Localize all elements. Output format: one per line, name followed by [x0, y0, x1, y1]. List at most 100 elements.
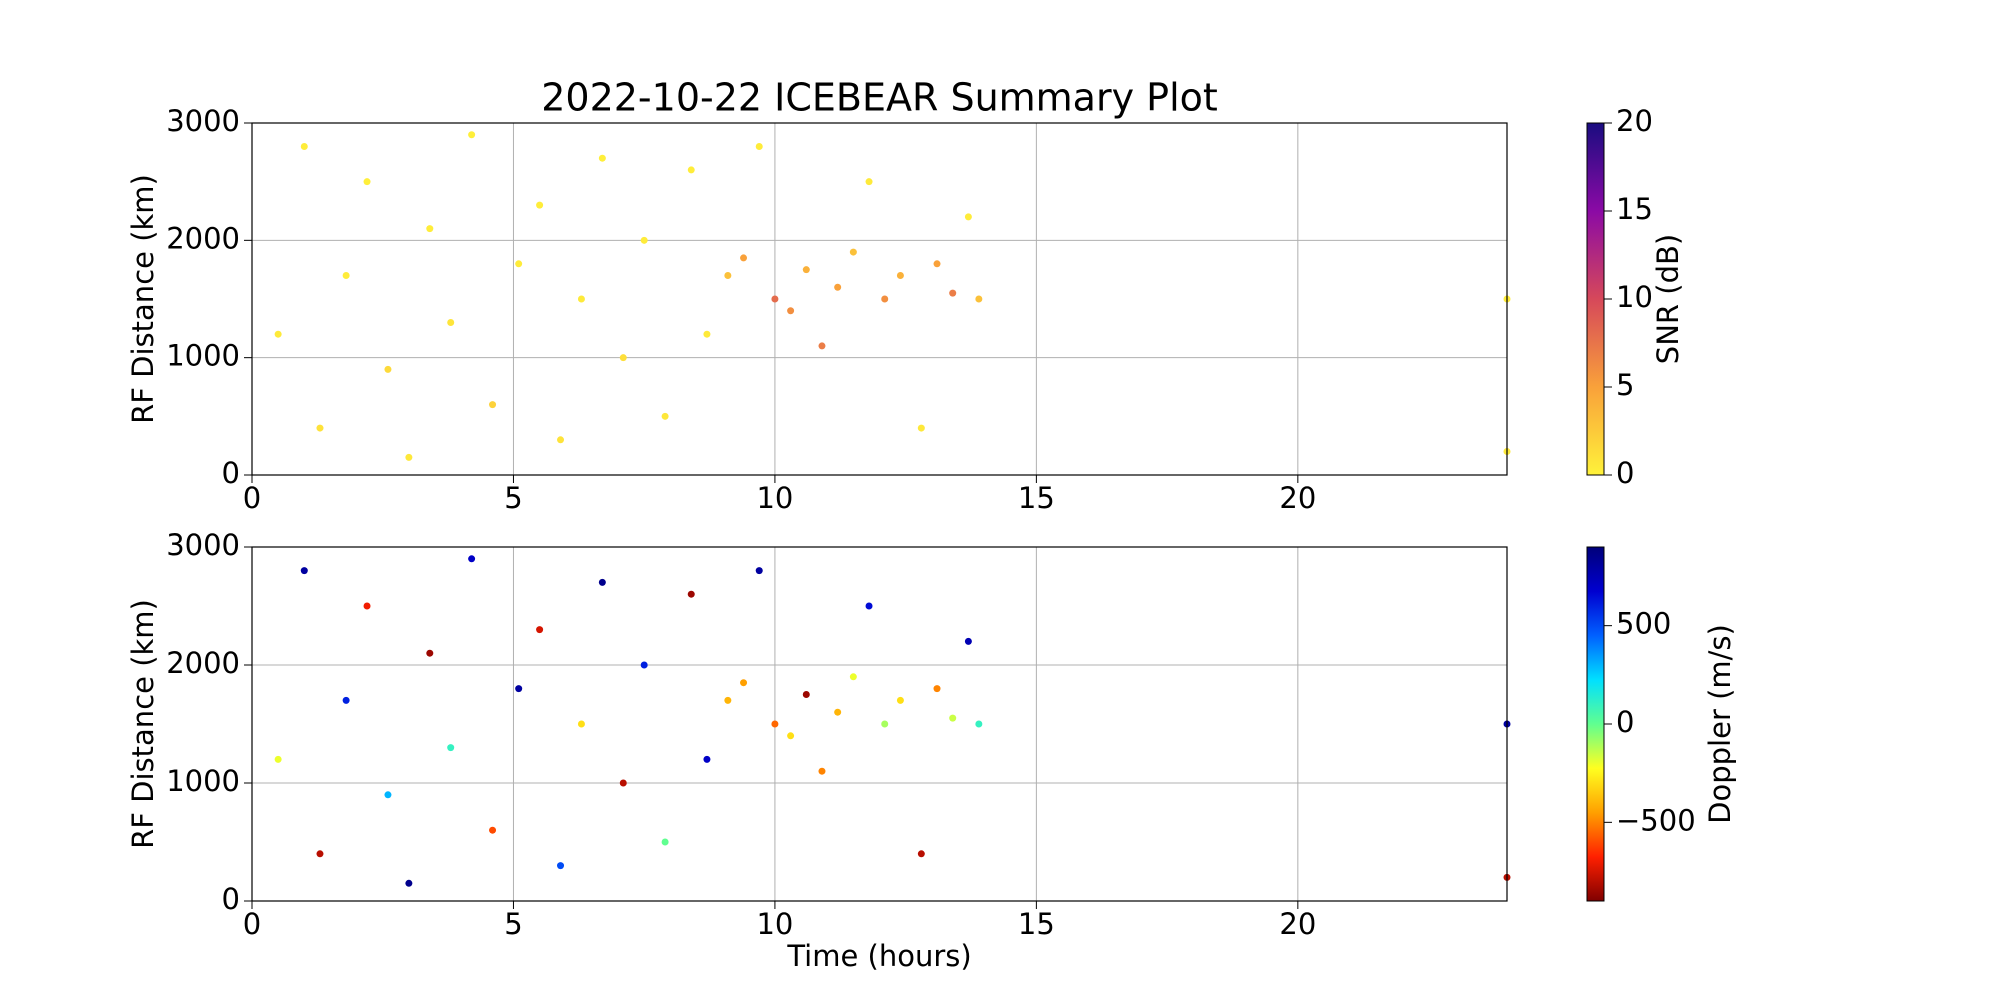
scatter-point — [640, 661, 648, 669]
scatter-point — [865, 602, 873, 610]
scatter-point — [489, 401, 497, 409]
scatter-point — [405, 453, 413, 461]
scatter-point — [755, 142, 763, 150]
scatter-point — [300, 567, 308, 575]
scatter-point — [740, 254, 748, 262]
scatter-point — [300, 142, 308, 150]
x-tick-label: 10 — [756, 907, 793, 941]
scatter-point — [917, 424, 925, 432]
scatter-point — [933, 685, 941, 693]
x-tick-label: 0 — [243, 481, 261, 515]
scatter-point — [384, 365, 392, 373]
scatter-point — [771, 720, 779, 728]
scatter-point — [703, 755, 711, 763]
colorbar — [1586, 546, 1605, 902]
scatter-point — [316, 424, 324, 432]
scatter-point — [865, 178, 873, 186]
scatter-point — [949, 714, 957, 722]
x-tick-label: 20 — [1279, 481, 1316, 515]
scatter-point — [426, 225, 434, 233]
scatter-point — [818, 767, 826, 775]
colorbar-tick-label: 0 — [1616, 456, 1634, 490]
colorbar-tick-label: 5 — [1616, 368, 1634, 402]
scatter-point — [316, 850, 324, 858]
scatter-point — [577, 720, 585, 728]
scatter-point — [687, 590, 695, 598]
colorbar-tick-label: 0 — [1616, 705, 1634, 739]
scatter-point — [849, 248, 857, 256]
scatter-point — [818, 342, 826, 350]
scatter-point — [598, 578, 606, 586]
y-tick-label: 3000 — [166, 104, 240, 138]
colorbar-tick-label: 500 — [1616, 607, 1671, 641]
scatter-point — [881, 720, 889, 728]
scatter-point — [964, 213, 972, 221]
x-tick-label: 15 — [1018, 481, 1055, 515]
colorbar-tick-label: 10 — [1616, 280, 1653, 314]
scatter-point — [598, 154, 606, 162]
scatter-point — [740, 679, 748, 687]
x-axis-label: Time (hours) — [786, 939, 971, 973]
scatter-point — [384, 791, 392, 799]
scatter-point — [724, 696, 732, 704]
scatter-point — [468, 131, 476, 139]
scatter-point — [619, 354, 627, 362]
scatter-point — [755, 567, 763, 575]
scatter-point — [557, 862, 565, 870]
scatter-point — [342, 696, 350, 704]
chart-title: 2022-10-22 ICEBEAR Summary Plot — [541, 76, 1218, 120]
scatter-point — [536, 201, 544, 209]
scatter-point — [577, 295, 585, 303]
scatter-point — [917, 850, 925, 858]
scatter-point — [468, 555, 476, 563]
y-tick-label: 1000 — [166, 339, 240, 373]
y-tick-label: 1000 — [166, 764, 240, 798]
colorbar-tick-label: 15 — [1616, 192, 1653, 226]
colorbar-tick-label: −500 — [1616, 803, 1696, 837]
x-tick-label: 0 — [243, 907, 261, 941]
scatter-point — [703, 330, 711, 338]
scatter-point — [536, 626, 544, 634]
plot-area — [252, 123, 1507, 475]
colorbar-label: Doppler (m/s) — [1703, 624, 1737, 824]
scatter-point — [661, 838, 669, 846]
scatter-point — [515, 260, 523, 268]
scatter-point — [447, 318, 455, 326]
scatter-point — [975, 720, 983, 728]
scatter-point — [405, 879, 413, 887]
scatter-point — [274, 330, 282, 338]
scatter-point — [834, 708, 842, 716]
y-axis-label: RF Distance (km) — [126, 599, 160, 849]
scatter-point — [447, 744, 455, 752]
y-tick-label: 2000 — [166, 221, 240, 255]
scatter-point — [363, 602, 371, 610]
scatter-point — [849, 673, 857, 681]
scatter-point — [619, 779, 627, 787]
scatter-point — [661, 412, 669, 420]
x-tick-label: 15 — [1018, 907, 1055, 941]
scatter-point — [363, 178, 371, 186]
scatter-point — [787, 307, 795, 315]
scatter-point — [802, 691, 810, 698]
x-tick-label: 10 — [756, 481, 793, 515]
y-tick-label: 0 — [222, 456, 240, 490]
colorbar-label: SNR (dB) — [1651, 234, 1685, 364]
scatter-point — [834, 283, 842, 291]
x-tick-label: 20 — [1279, 907, 1316, 941]
y-axis-label: RF Distance (km) — [126, 174, 160, 424]
scatter-point — [771, 295, 779, 303]
y-tick-label: 0 — [222, 882, 240, 916]
scatter-point — [964, 637, 972, 645]
x-tick-label: 5 — [504, 481, 522, 515]
y-tick-label: 3000 — [166, 528, 240, 562]
scatter-point — [342, 272, 350, 280]
y-tick-label: 2000 — [166, 646, 240, 680]
colorbar-tick-label: 20 — [1616, 104, 1653, 138]
scatter-point — [489, 826, 497, 834]
colorbar — [1586, 122, 1605, 476]
scatter-point — [802, 266, 810, 274]
scatter-point — [274, 755, 282, 763]
scatter-point — [787, 732, 795, 740]
scatter-point — [949, 289, 957, 297]
